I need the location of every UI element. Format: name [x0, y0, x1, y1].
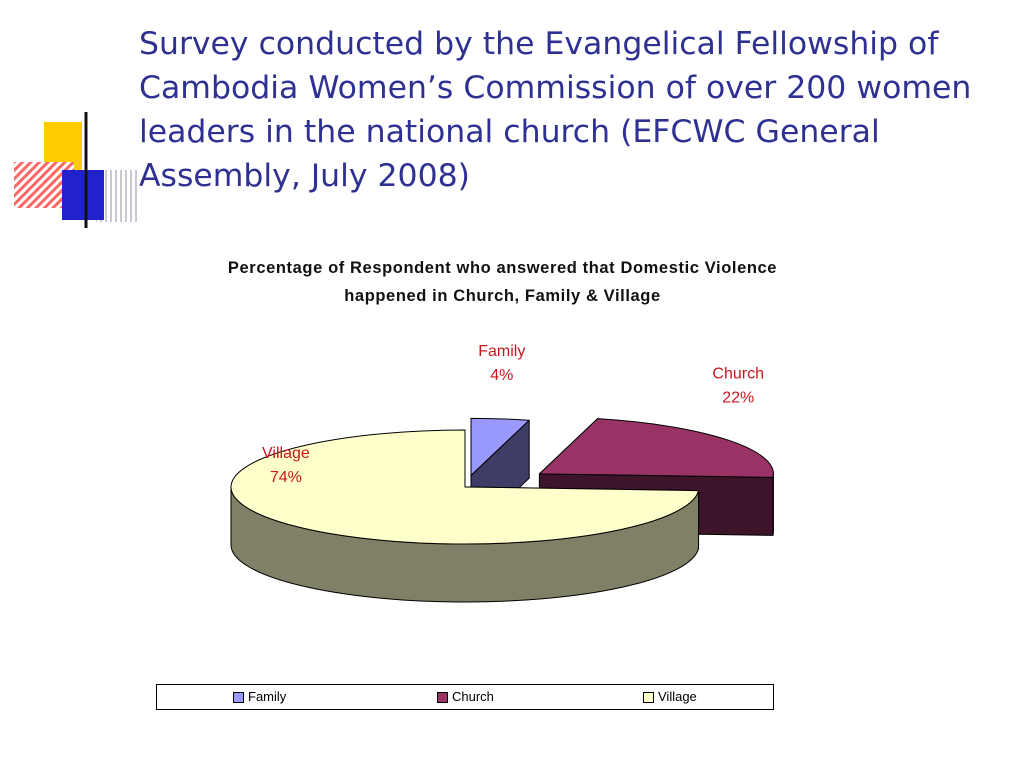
data-label-family-category: Family — [478, 343, 525, 360]
data-label-church-category: Church — [712, 366, 764, 383]
legend-label-church: Church — [452, 689, 494, 704]
church-slice — [538, 418, 774, 478]
legend-label-family: Family — [248, 689, 287, 704]
data-label-family-percent: 4% — [490, 367, 513, 384]
data-label-village-percent: 74% — [270, 469, 302, 486]
legend-swatch-church — [437, 691, 448, 703]
slide-title: Survey conducted by the Evangelical Fell… — [139, 26, 972, 194]
legend-swatch-family — [233, 691, 244, 703]
village-slice — [230, 429, 700, 545]
legend-item-village: Village — [643, 689, 697, 705]
chart-legend: Family Church Village — [156, 684, 774, 710]
legend-swatch-village — [643, 691, 654, 703]
data-label-church-percent: 22% — [722, 390, 754, 407]
legend-item-church: Church — [437, 689, 494, 705]
legend-item-family: Family — [233, 689, 286, 705]
chart-title: Percentage of Respondent who answered th… — [227, 259, 778, 305]
family-slice — [470, 417, 530, 476]
legend-label-village: Village — [658, 689, 697, 704]
data-label-village-category: Village — [262, 445, 310, 462]
